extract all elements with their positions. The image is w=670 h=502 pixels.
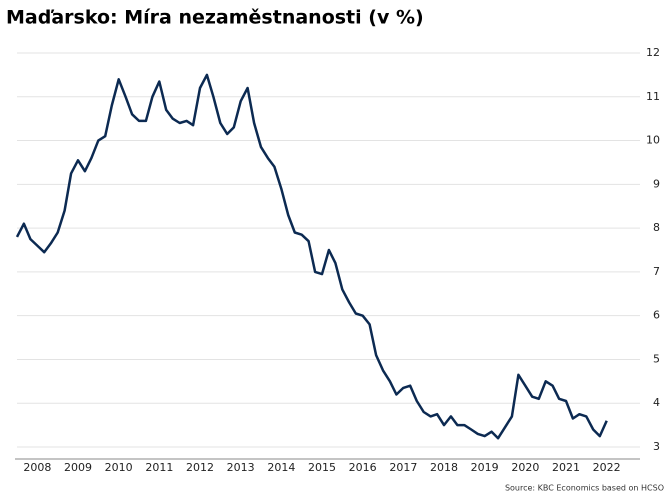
x-tick-label: 2010 — [105, 461, 133, 474]
x-tick-label: 2009 — [64, 461, 92, 474]
y-tick-label: 6 — [653, 309, 660, 322]
y-tick-label: 12 — [646, 46, 660, 59]
x-tick-label: 2020 — [511, 461, 539, 474]
x-tick-label: 2021 — [552, 461, 580, 474]
y-tick-label: 11 — [646, 90, 660, 103]
x-tick-label: 2012 — [186, 461, 214, 474]
y-tick-label: 9 — [653, 177, 660, 190]
x-tick-label: 2014 — [267, 461, 295, 474]
y-tick-label: 4 — [653, 396, 660, 409]
line — [15, 73, 608, 440]
x-tick-label: 2017 — [389, 461, 417, 474]
x-tick-label: 2019 — [471, 461, 499, 474]
x-tick-label: 2022 — [593, 461, 621, 474]
source: Source: KBC Economics based on HCSO — [505, 484, 664, 493]
x-tick-label: 2016 — [349, 461, 377, 474]
x-tick-label: 2018 — [430, 461, 458, 474]
chart-title: Maďarsko: Míra nezaměstnanosti (v %) — [6, 7, 424, 29]
x-tick-label: 2011 — [145, 461, 173, 474]
y-tick-label: 7 — [653, 265, 660, 278]
y-tick-label: 3 — [653, 440, 660, 453]
y-tick-label: 8 — [653, 221, 660, 234]
y-tick-label: 5 — [653, 352, 660, 365]
y-tick-label: 10 — [646, 134, 660, 147]
x-tick-label: 2013 — [227, 461, 255, 474]
x-tick-label: 2008 — [23, 461, 51, 474]
x-tick-label: 2015 — [308, 461, 336, 474]
